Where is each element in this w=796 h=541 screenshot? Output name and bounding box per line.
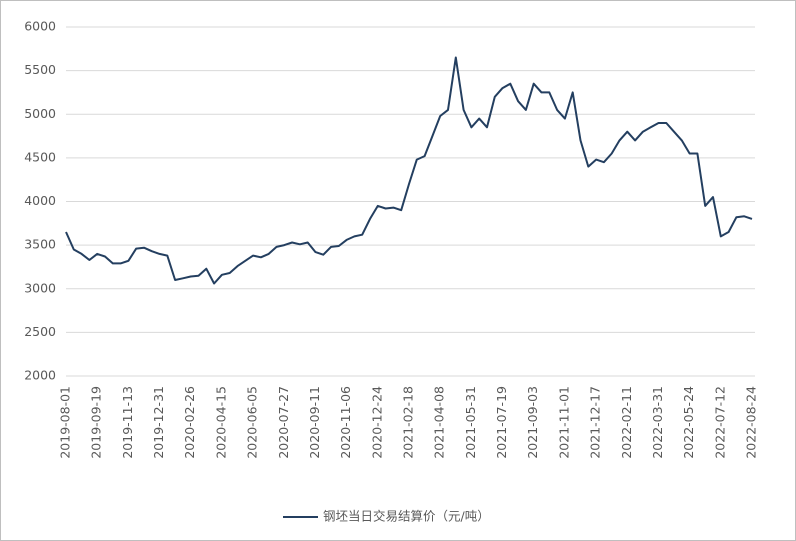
x-tick-label: 2022-02-11: [619, 386, 634, 459]
y-tick-label: 3500: [24, 237, 56, 252]
x-tick-label: 2022-08-24: [744, 386, 759, 459]
x-tick-label: 2019-09-19: [89, 386, 104, 459]
x-tick-label: 2020-04-15: [213, 386, 228, 459]
legend-label: 钢坯当日交易结算价（元/吨）: [323, 509, 490, 524]
x-tick-label: 2021-05-31: [463, 386, 478, 459]
y-tick-label: 4000: [24, 193, 56, 208]
x-tick-label: 2021-04-08: [432, 386, 447, 459]
y-tick-label: 4500: [24, 149, 56, 164]
x-tick-label: 2020-02-26: [182, 386, 197, 459]
x-tick-label: 2022-03-31: [650, 386, 665, 459]
x-tick-label: 2019-08-01: [58, 386, 73, 459]
x-tick-label: 2019-11-13: [120, 386, 135, 459]
x-tick-label: 2021-09-03: [525, 386, 540, 459]
x-tick-label: 2020-07-27: [276, 386, 291, 459]
x-tick-label: 2022-05-24: [681, 386, 696, 459]
y-tick-label: 3000: [24, 280, 56, 295]
x-tick-label: 2020-12-24: [369, 386, 384, 459]
x-tick-label: 2019-12-31: [151, 386, 166, 459]
y-tick-label: 2500: [24, 324, 56, 339]
x-tick-label: 2022-07-12: [712, 386, 727, 459]
y-tick-label: 5000: [24, 106, 56, 121]
x-tick-label: 2021-02-18: [401, 386, 416, 459]
x-tick-label: 2020-09-11: [307, 386, 322, 459]
x-tick-label: 2020-06-05: [245, 386, 260, 459]
x-tick-label: 2021-12-17: [588, 386, 603, 459]
y-tick-label: 2000: [24, 368, 56, 383]
x-tick-label: 2021-07-19: [494, 386, 509, 459]
y-tick-label: 5500: [24, 62, 56, 77]
data-line: [65, 56, 753, 285]
x-tick-label: 2021-11-01: [556, 386, 571, 459]
x-tick-label: 2020-11-06: [338, 386, 353, 459]
y-tick-label: 6000: [24, 19, 56, 34]
